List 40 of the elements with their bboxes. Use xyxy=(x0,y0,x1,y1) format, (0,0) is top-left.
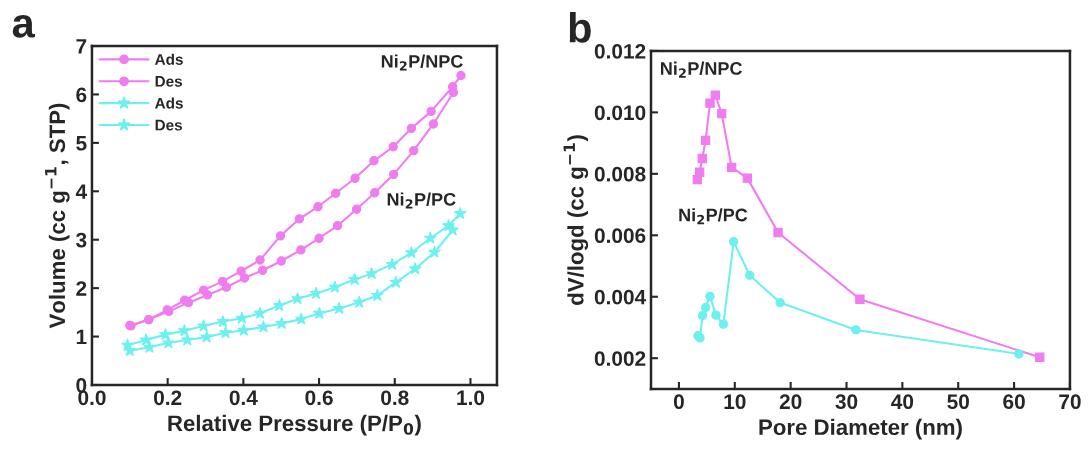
legend-label: Ads xyxy=(154,53,183,65)
y-tick-label: 2 xyxy=(76,281,87,296)
y-axis-title: dV/logd (cc g$^{−1}$) xyxy=(563,135,589,305)
y-tick-label: 3 xyxy=(76,232,87,248)
y-tick-label: 6 xyxy=(76,87,87,103)
x-axis-title: Relative Pressure (P/P$_{0}$) xyxy=(168,414,421,436)
x-tick-label: 10 xyxy=(724,394,746,410)
x-tick-label: 50 xyxy=(947,394,969,410)
y-axis-title: Volume (cc g$^{−1}$, STP) xyxy=(45,103,70,329)
y-tick-label: 0.012 xyxy=(594,43,646,59)
series-label: Ni$_{2}$P/NPC xyxy=(661,61,742,78)
x-tick-label: 70 xyxy=(1059,394,1081,410)
x-tick-label: 30 xyxy=(835,394,858,410)
x-tick-label: 40 xyxy=(891,394,914,410)
x-tick-label: 0.4 xyxy=(229,390,258,406)
legend-label: Des xyxy=(155,76,183,87)
y-tick-label: 0.002 xyxy=(594,351,646,366)
y-tick-label: 1 xyxy=(76,329,87,345)
x-tick-label: 1.0 xyxy=(457,390,485,406)
x-tick-label: 60 xyxy=(1003,394,1025,410)
legend-label: Des xyxy=(155,119,183,131)
y-tick-label: 0.004 xyxy=(594,289,647,305)
x-tick-label: 0.6 xyxy=(305,390,333,406)
text: a xyxy=(12,14,35,38)
x-tick-label: 0 xyxy=(673,394,684,410)
annotation: Ni$_{2}$P/NPC xyxy=(381,54,463,71)
x-tick-label: 0.2 xyxy=(154,390,182,406)
y-tick-label: 0.008 xyxy=(594,166,646,182)
y-tick-label: 0.006 xyxy=(594,228,646,244)
x-tick-label: 20 xyxy=(779,394,802,410)
y-tick-label: 7 xyxy=(76,39,87,54)
y-tick-label: 5 xyxy=(76,136,87,151)
series-label: Ni$_{2}$P/PC xyxy=(679,208,748,225)
text: b xyxy=(569,12,591,43)
legend-label: Ads xyxy=(154,97,183,109)
x-axis-title: Pore Diameter (nm) xyxy=(759,418,962,440)
x-tick-label: 0.8 xyxy=(381,390,409,406)
y-tick-label: 4 xyxy=(75,184,87,199)
y-tick-label: 0.010 xyxy=(594,105,646,121)
annotation: Ni$_{2}$P/PC xyxy=(387,192,456,209)
